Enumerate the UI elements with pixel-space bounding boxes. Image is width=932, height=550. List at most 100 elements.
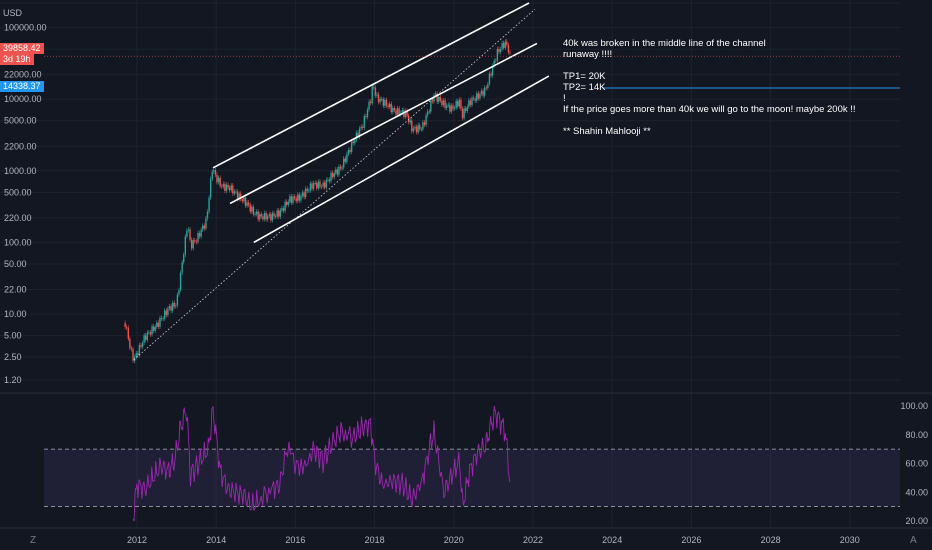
price-candle [430,100,432,112]
price-candle [409,120,411,123]
price-candle [270,214,272,221]
price-candle [271,213,274,221]
price-candle [463,108,465,119]
price-candle [390,103,392,113]
price-candle [255,211,258,215]
price-candle [495,60,497,62]
time-tick-label: 2030 [840,535,860,545]
annotation-line: If the price goes more than 40k we will … [563,104,856,115]
price-tick-label: 100000.00 [4,23,47,33]
price-candle [417,125,419,133]
price-candle [382,99,385,106]
price-candle [278,210,280,217]
price-candle [482,90,484,96]
price-candle [303,192,305,198]
price-candle [146,332,148,340]
price-candle [243,197,245,202]
auto-scale-toggle[interactable]: A [910,535,917,546]
price-candle [393,108,396,111]
rsi-axis[interactable]: 100.00 80.00 60.00 40.00 20.00 [900,401,928,526]
price-candle [419,125,421,130]
time-axis[interactable]: 2012 2014 2016 2018 2020 2022 2024 2026 2028 2030 [127,535,860,545]
price-candle [168,306,171,309]
price-candle [414,126,416,129]
price-candle [249,204,251,212]
price-candle [423,122,426,125]
price-candle [476,93,478,101]
price-candle [284,201,286,211]
price-candle [433,95,435,102]
price-candle [491,65,494,76]
price-tick-label: 2200.00 [4,141,37,151]
price-candle [273,213,275,217]
price-candle [316,182,318,189]
price-candle [480,90,483,95]
price-candle [357,132,359,137]
price-candle [202,225,204,230]
time-tick-label: 2018 [365,535,385,545]
price-candle [385,99,388,106]
time-tick-label: 2016 [285,535,305,545]
price-candle [457,101,459,107]
price-candle [171,302,174,311]
price-tick-label: 1000.00 [4,166,37,176]
log-scale-toggle[interactable]: Z [30,535,37,546]
annotation-line: ** Shahin Mahlooji ** [563,126,651,137]
price-tick-label: 50.00 [4,259,27,269]
price-candle [347,149,350,155]
rsi-tick-label: 20.00 [905,516,928,526]
level-price-tag: 14338.37 [0,81,44,92]
price-candle [132,349,134,361]
price-candle [346,154,348,162]
dotted-trendline [133,8,536,361]
price-candle [135,353,137,358]
price-candle [281,208,283,211]
time-tick-label: 2012 [127,535,147,545]
rsi-line [132,405,511,522]
price-candle [447,104,449,106]
price-candle [167,308,169,316]
price-candle [295,198,297,202]
price-axis[interactable]: 100000.0050000.0022000.0010000.005000.00… [4,23,47,385]
price-tick-label: 5.00 [4,331,22,341]
price-candle [452,105,454,109]
price-tick-label: 10.00 [4,309,27,319]
price-candle [184,236,187,255]
text-annotation[interactable]: 40k was broken in the middle line of the… [563,38,856,137]
price-candle [130,347,133,350]
price-candle [181,262,183,273]
price-candle [458,99,461,107]
rsi-tick-label: 60.00 [905,459,928,469]
time-tick-label: 2026 [681,535,701,545]
price-candle [483,87,486,96]
price-tick-label: 500.00 [4,187,32,197]
price-candle [164,310,166,319]
price-candle [381,99,383,100]
price-candle [420,129,423,131]
price-candle [469,100,472,106]
price-candle [449,104,451,112]
price-candle [221,185,223,187]
price-candle [352,141,354,144]
price-candle [471,97,473,106]
price-candle [369,101,372,104]
price-candle [241,199,244,202]
price-candle [268,214,270,217]
price-candle [247,202,250,205]
price-candle [209,178,212,198]
price-candle [425,115,427,125]
price-candle [436,93,438,102]
price-candle [293,196,296,199]
price-candle [306,188,308,191]
rsi-tick-label: 100.00 [900,401,928,411]
price-candle [311,183,313,189]
price-candle [360,126,362,129]
price-candle [145,335,147,340]
annotation-line [563,115,856,126]
price-candle [282,208,285,211]
price-candle [502,43,505,48]
price-candle [439,96,442,101]
price-candle [279,210,282,217]
price-candle [217,177,220,183]
